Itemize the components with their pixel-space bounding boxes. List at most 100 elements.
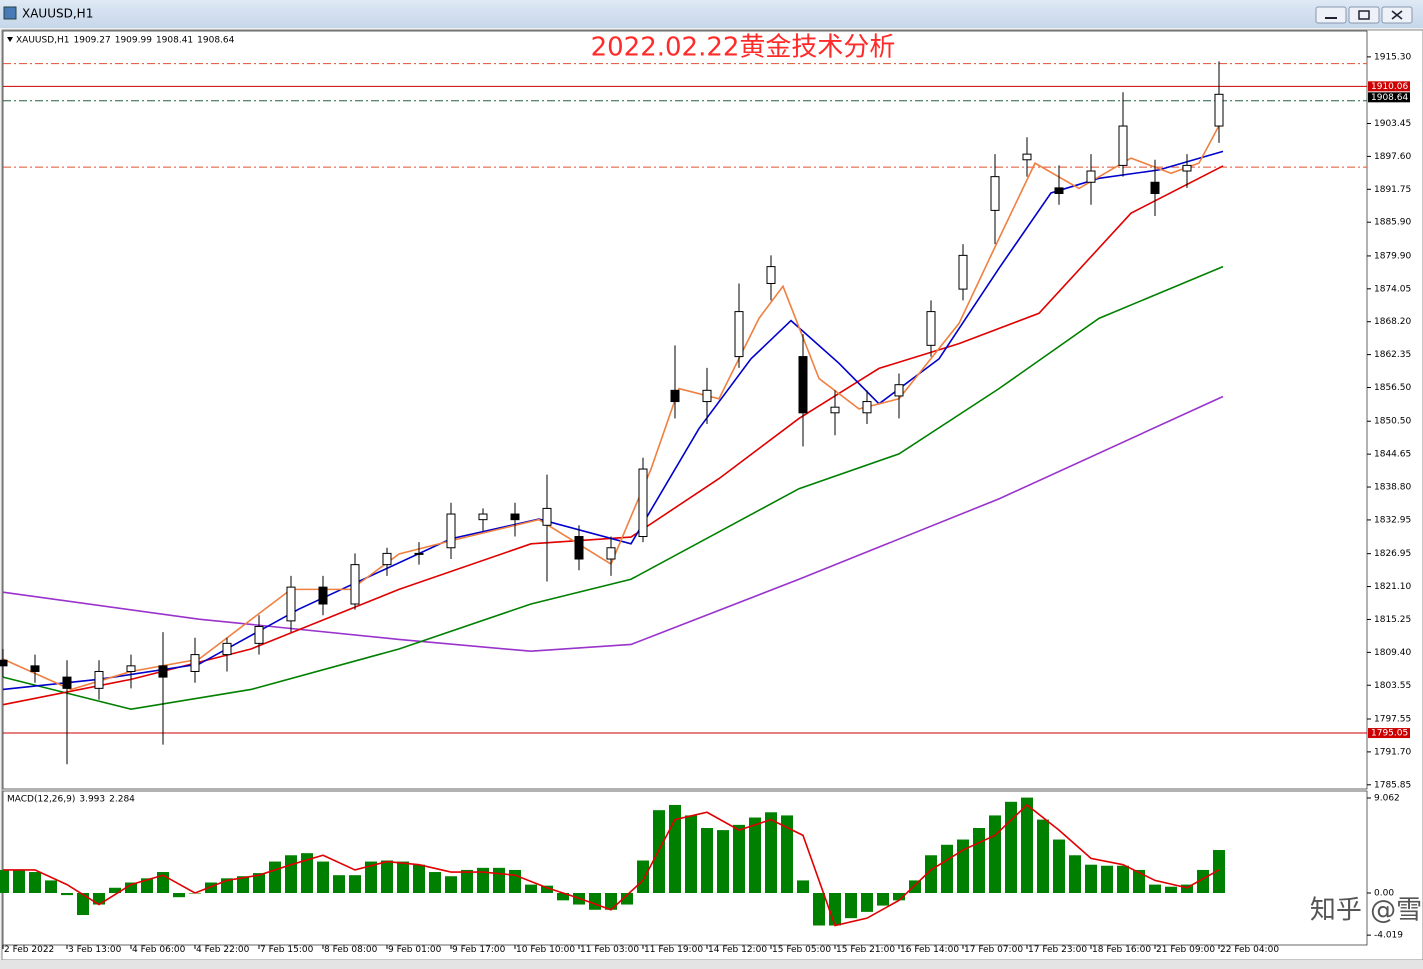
- y-tick-label: 1891.75: [1374, 185, 1411, 195]
- candle-body: [1214, 93, 1224, 127]
- macd-y-tick-label: -4.019: [1374, 931, 1403, 941]
- macd-bar: [733, 824, 745, 894]
- candle-body: [94, 670, 104, 689]
- price-tag-label: 1795.05: [1371, 729, 1408, 739]
- y-tick-label: 1903.45: [1374, 119, 1411, 129]
- x-tick-label: 15 Feb 05:00: [772, 945, 831, 955]
- candle-body: [254, 625, 264, 644]
- x-tick-label: 16 Feb 14:00: [900, 945, 959, 955]
- candle-body: [638, 468, 648, 538]
- candle-body: [670, 389, 680, 403]
- macd-bar: [701, 828, 713, 894]
- macd-bar: [525, 884, 537, 894]
- macd-bar: [93, 893, 105, 905]
- candle-body: [894, 384, 904, 397]
- y-tick-label: 1885.90: [1374, 218, 1411, 228]
- info-text: 1908.41: [156, 36, 193, 46]
- candle-body: [1086, 170, 1096, 183]
- macd-signal: 2.284: [109, 795, 135, 805]
- candle-body: [62, 676, 72, 689]
- candle-body: [478, 513, 488, 521]
- macd-bar: [829, 893, 841, 926]
- y-tick-label: 1844.65: [1374, 450, 1411, 460]
- candle-body: [382, 552, 392, 566]
- macd-bar: [957, 839, 969, 894]
- macd-bar: [493, 867, 505, 894]
- macd-bar: [973, 828, 985, 894]
- macd-bar: [365, 861, 377, 894]
- macd-bar: [0, 869, 9, 894]
- y-tick-label: 1897.60: [1374, 152, 1411, 162]
- macd-bar: [1069, 855, 1081, 894]
- x-tick-label: 21 Feb 09:00: [1156, 945, 1215, 955]
- macd-bar: [477, 867, 489, 894]
- candle-body: [798, 356, 808, 414]
- x-tick-label: 11 Feb 19:00: [644, 945, 703, 955]
- maximize-button[interactable]: [1348, 6, 1380, 24]
- candle-body: [1118, 125, 1128, 166]
- y-tick-label: 1915.30: [1374, 52, 1411, 62]
- last-price-tag: [1368, 92, 1410, 103]
- moving-average: [2, 165, 1224, 706]
- last-price-label: 1908.64: [1371, 93, 1408, 103]
- macd-bar: [1213, 850, 1225, 894]
- y-tick-label: 1838.80: [1374, 483, 1411, 493]
- macd-bar: [861, 893, 873, 912]
- macd-bar: [605, 893, 617, 910]
- macd-bar: [909, 880, 921, 894]
- x-tick-label: 17 Feb 07:00: [964, 945, 1023, 955]
- candle-body: [606, 547, 616, 560]
- x-tick-label: 8 Feb 08:00: [324, 945, 378, 955]
- price-tag-label: 1910.06: [1371, 82, 1408, 92]
- watermark: 知乎 @雪刀浪子: [1310, 896, 1423, 926]
- macd-bar: [781, 815, 793, 894]
- window-icon: [3, 6, 17, 20]
- candle-body: [318, 586, 328, 605]
- info-text: 1908.64: [197, 36, 234, 46]
- macd-bar: [317, 861, 329, 894]
- dropdown-arrow: [7, 37, 13, 42]
- y-tick-label: 1809.40: [1374, 648, 1411, 658]
- macd-bar: [109, 887, 121, 894]
- x-tick-label: 4 Feb 22:00: [196, 945, 250, 955]
- candle-body: [126, 665, 136, 672]
- macd-bar: [1197, 869, 1209, 894]
- x-tick-label: 9 Feb 17:00: [452, 945, 506, 955]
- macd-bar: [269, 861, 281, 894]
- macd-bar: [893, 893, 905, 901]
- candle-body: [1182, 164, 1192, 172]
- candle-body: [958, 254, 968, 290]
- y-tick-label: 1791.70: [1374, 747, 1411, 757]
- macd-bar: [413, 864, 425, 894]
- macd-bar: [717, 830, 729, 894]
- macd-bar: [381, 860, 393, 894]
- title-bar: [0, 0, 1423, 28]
- candle-body: [286, 586, 296, 622]
- x-tick-label: 3 Feb 13:00: [68, 945, 122, 955]
- window-title: XAUUSD,H1: [22, 7, 93, 21]
- x-tick-label: 15 Feb 21:00: [836, 945, 895, 955]
- candle-body: [190, 654, 200, 672]
- candle-body: [30, 665, 40, 672]
- macd-bar: [1101, 865, 1113, 894]
- macd-bar: [461, 869, 473, 894]
- macd-bar: [1117, 865, 1129, 894]
- minimize-button[interactable]: [1315, 6, 1347, 24]
- y-tick-label: 1856.50: [1374, 383, 1411, 393]
- y-tick-label: 1874.05: [1374, 284, 1411, 294]
- macd-bar: [765, 812, 777, 894]
- candle-body: [926, 311, 936, 346]
- candle-body: [1054, 187, 1064, 195]
- macd-bar: [285, 855, 297, 894]
- macd-y-tick-label: 0.00: [1374, 889, 1394, 899]
- candle-body: [862, 401, 872, 414]
- candle-body: [830, 406, 840, 414]
- macd-bar: [205, 882, 217, 894]
- x-tick-label: 18 Feb 16:00: [1092, 945, 1151, 955]
- macd-bar: [397, 861, 409, 894]
- macd-bar: [1053, 839, 1065, 894]
- y-tick-label: 1826.95: [1374, 549, 1411, 559]
- maximize-icon: [1358, 10, 1370, 20]
